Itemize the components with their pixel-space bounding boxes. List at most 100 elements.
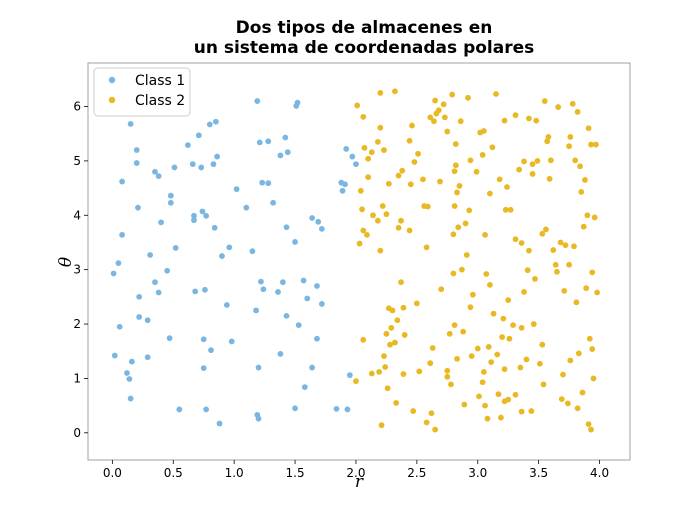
chart-title-line-2: un sistema de coordenadas polares: [194, 38, 535, 58]
data-point: [360, 336, 367, 343]
data-point: [407, 181, 414, 188]
data-point: [260, 286, 267, 293]
data-point: [438, 286, 445, 293]
data-point: [569, 100, 576, 107]
data-point: [318, 301, 325, 307]
data-point: [353, 378, 359, 385]
data-point: [590, 375, 597, 382]
data-point: [501, 117, 508, 124]
data-point: [192, 288, 199, 295]
data-point: [166, 335, 173, 342]
data-point: [392, 88, 398, 95]
data-point: [198, 164, 205, 171]
data-point: [544, 138, 551, 145]
data-point: [200, 336, 207, 343]
data-point: [395, 224, 402, 231]
data-point: [128, 358, 135, 365]
data-point: [400, 371, 407, 377]
data-point: [452, 141, 459, 147]
data-point: [541, 98, 548, 104]
y-tick-label: 5: [73, 154, 81, 168]
data-point: [484, 415, 491, 422]
data-point: [505, 297, 512, 304]
data-point: [309, 215, 316, 221]
data-point: [500, 315, 507, 322]
data-point: [466, 207, 473, 214]
data-point: [126, 376, 133, 382]
data-point: [518, 240, 525, 246]
data-point: [292, 405, 298, 412]
data-point: [353, 161, 359, 168]
data-point: [111, 352, 118, 359]
data-point: [562, 242, 569, 249]
data-point: [545, 134, 552, 140]
data-point: [383, 211, 390, 218]
data-point: [360, 227, 367, 234]
data-point: [212, 118, 219, 125]
data-point: [315, 218, 322, 225]
data-point: [384, 385, 391, 392]
data-point: [589, 346, 596, 352]
data-point: [275, 289, 281, 295]
data-point: [309, 364, 316, 371]
data-point: [444, 128, 451, 135]
data-point: [254, 98, 261, 104]
legend: Class 1 Class 2: [93, 67, 191, 117]
data-point: [195, 132, 202, 139]
data-point: [385, 180, 392, 187]
data-point: [437, 178, 443, 185]
data-point: [499, 334, 506, 340]
data-point: [431, 118, 437, 125]
data-point: [557, 239, 564, 246]
legend-marker-class-1: [108, 76, 116, 84]
data-point: [547, 157, 554, 164]
y-tick-label: 2: [73, 317, 81, 331]
data-point: [376, 368, 382, 375]
data-point: [283, 312, 290, 319]
data-point: [432, 426, 439, 433]
data-point: [579, 389, 586, 396]
data-point: [401, 332, 408, 338]
data-point: [444, 373, 451, 380]
data-point: [356, 240, 363, 247]
data-point: [155, 289, 162, 296]
data-point: [589, 269, 596, 276]
data-point: [259, 179, 266, 186]
data-point: [381, 353, 387, 360]
data-point: [566, 261, 573, 268]
data-point: [423, 244, 430, 251]
y-tick-label: 4: [73, 208, 81, 222]
data-point: [409, 122, 415, 129]
data-point: [270, 199, 277, 206]
data-point: [488, 359, 495, 366]
chart-title-line-1: Dos tipos de almacenes en: [236, 18, 493, 38]
data-point: [301, 384, 308, 391]
series-1: [110, 98, 359, 427]
data-point: [265, 138, 272, 145]
data-point: [164, 267, 171, 274]
data-point: [591, 214, 598, 221]
data-point: [253, 307, 259, 314]
data-point: [450, 270, 457, 277]
data-point: [468, 353, 475, 360]
data-point: [171, 164, 178, 171]
data-point: [479, 152, 486, 158]
data-point: [512, 236, 519, 243]
data-point: [359, 206, 365, 213]
data-point: [258, 278, 264, 285]
x-tick-label: 1.5: [286, 466, 305, 480]
legend-marker-class-2: [108, 96, 116, 104]
data-point: [243, 204, 250, 211]
data-point: [172, 245, 179, 251]
data-point: [487, 281, 493, 288]
data-point: [540, 381, 547, 388]
data-point: [583, 285, 590, 292]
data-point: [377, 90, 384, 96]
data-point: [392, 339, 398, 346]
data-point: [462, 220, 469, 227]
legend-box: [93, 67, 191, 117]
data-point: [518, 324, 525, 331]
data-point: [474, 345, 481, 352]
data-point: [461, 401, 468, 408]
